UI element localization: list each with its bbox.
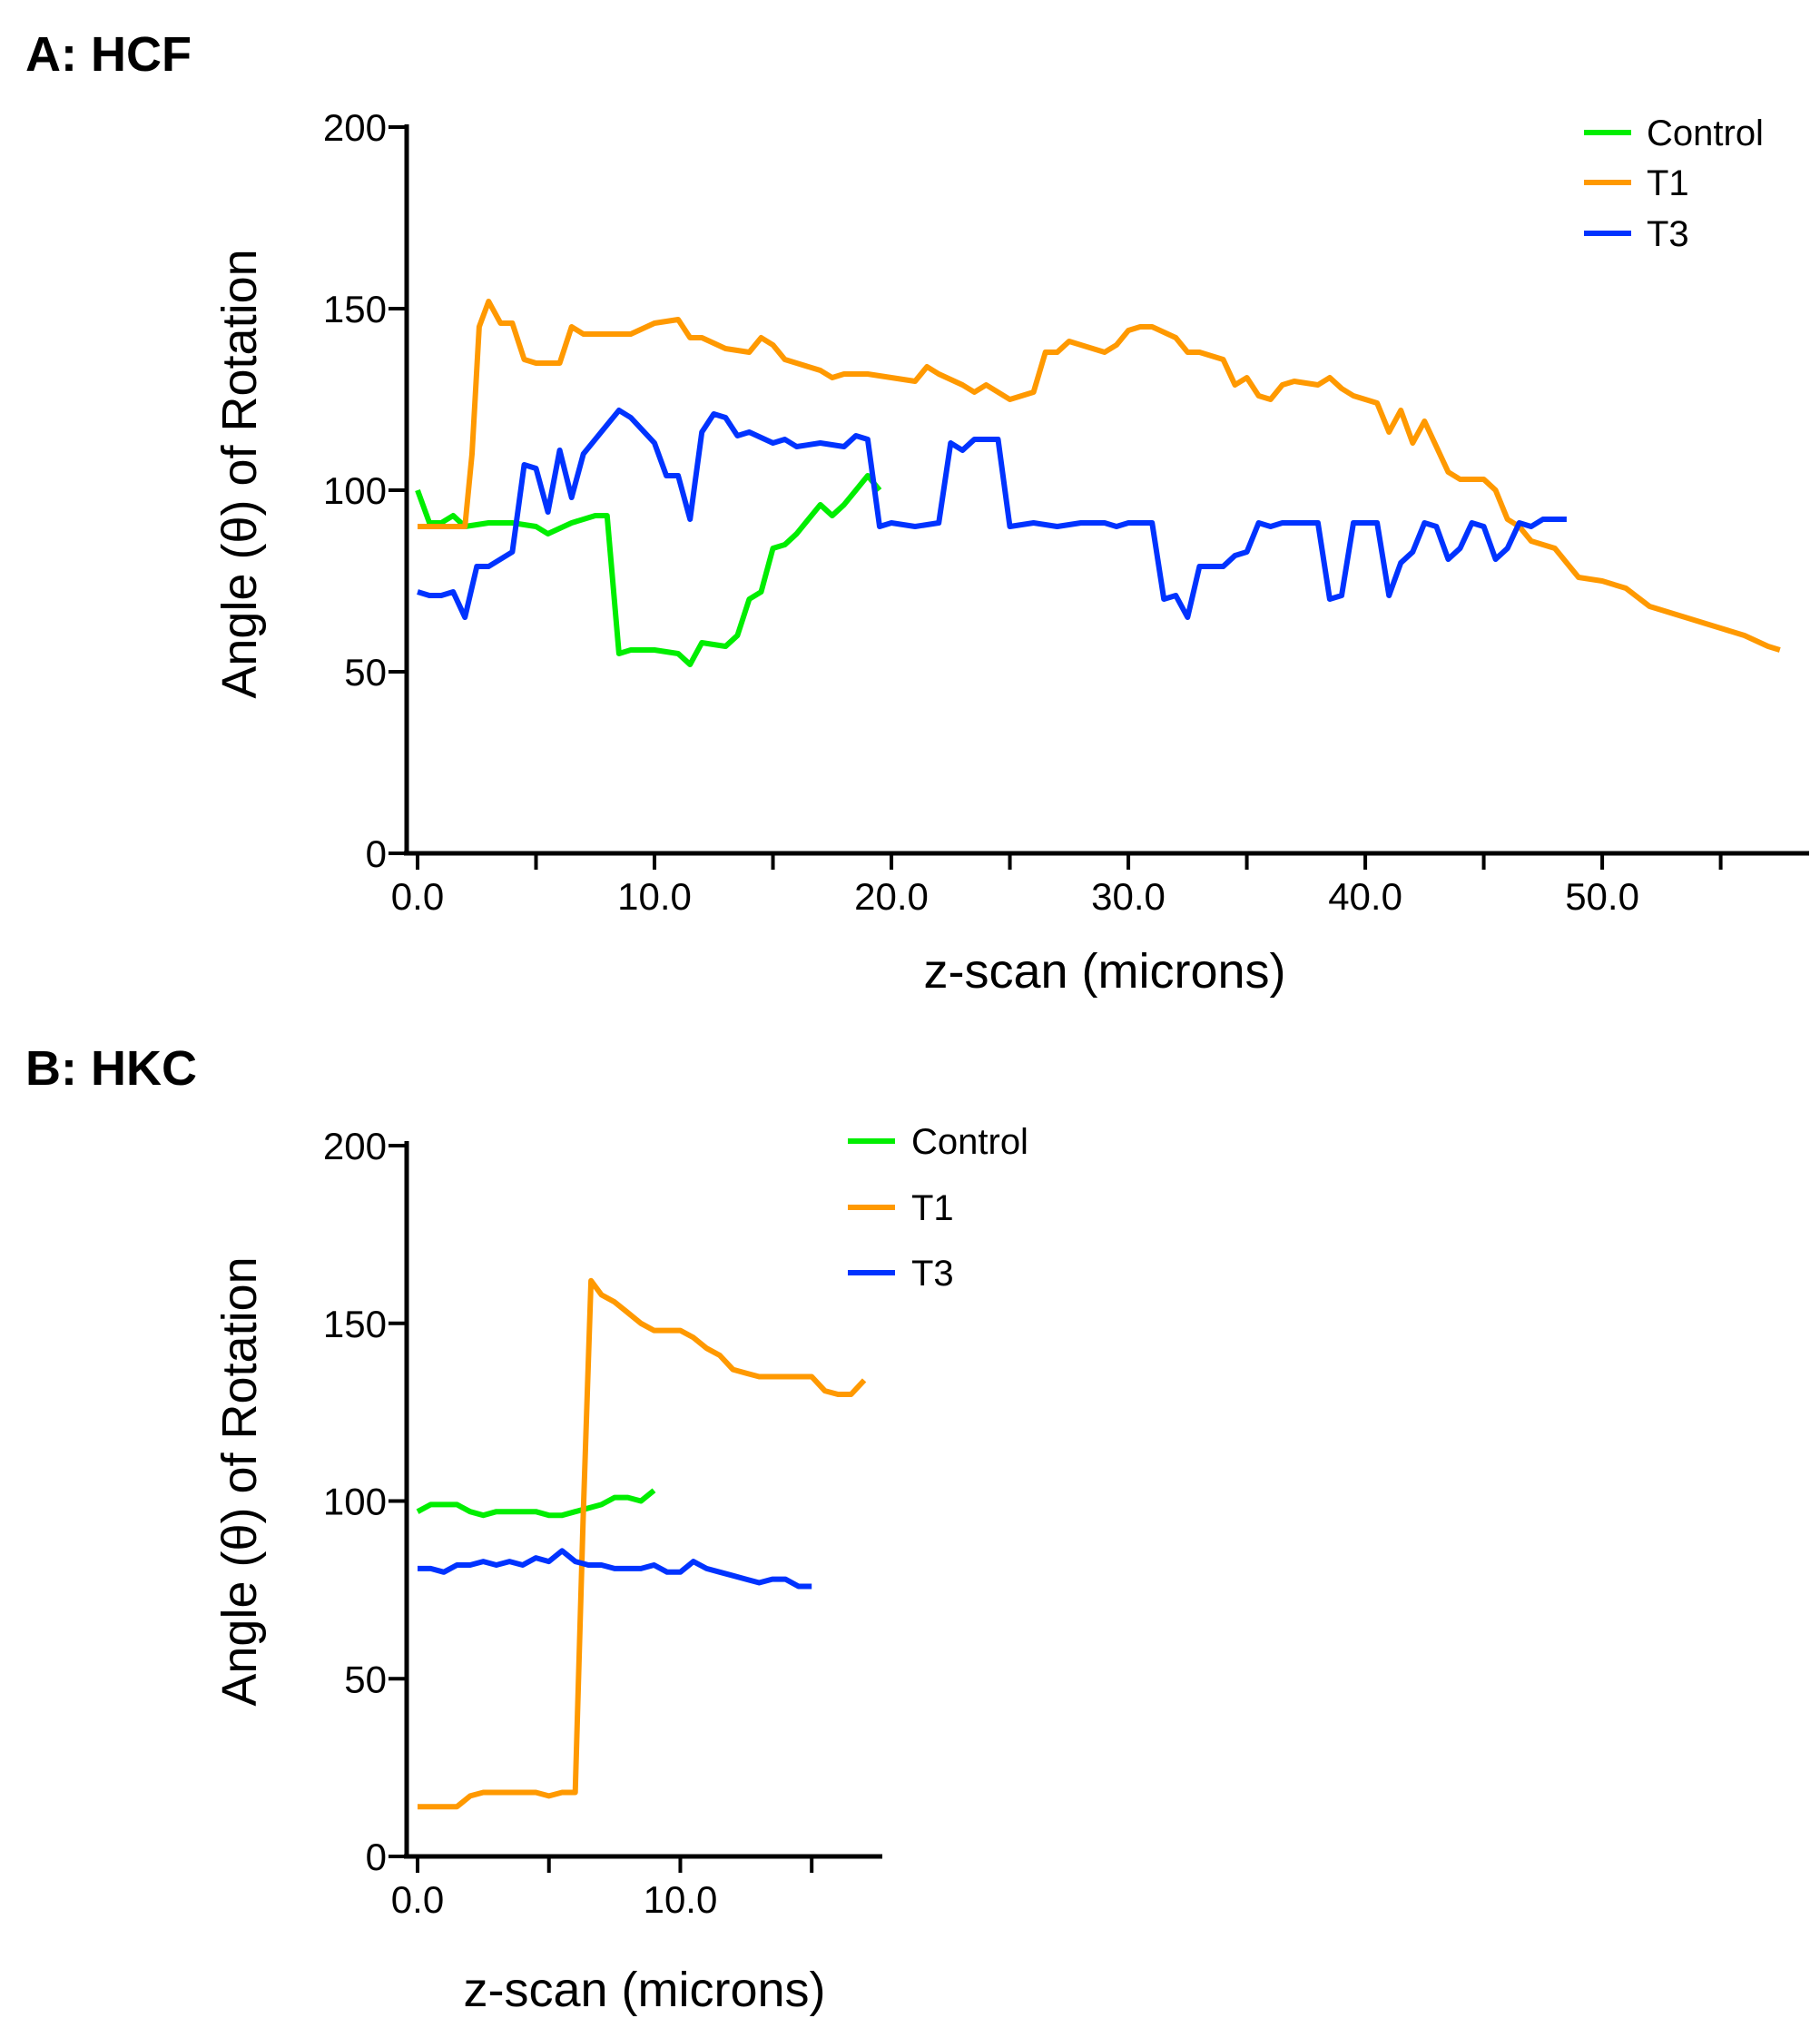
- panel-a-series-group: [415, 299, 1781, 667]
- panel-a-series-t1-line: [418, 299, 1781, 653]
- panel-b-y-tick-label: 200: [323, 1125, 387, 1167]
- panel-b-y-tick-label: 50: [344, 1658, 387, 1700]
- panel-a-x-tick-label: 10.0: [617, 875, 692, 918]
- panel-b-series-t1-line: [418, 1277, 867, 1810]
- panel-b-series-group: [416, 1277, 867, 1810]
- panel-b-y-tick-label: 150: [323, 1303, 387, 1345]
- panel-a-y-tick-label: 100: [323, 469, 387, 512]
- panel-b-x-tick-label: 0.0: [391, 1878, 444, 1921]
- panel-b-y-axis-title: Angle (θ) of Rotation: [212, 1256, 267, 1706]
- panel-a-series-t3-line: [417, 408, 1567, 620]
- panel-a-x-ticks: 0.0 10.0 20.0 30.0 40.0 50.0: [391, 853, 1723, 918]
- panel-a-x-tick-label: 30.0: [1091, 875, 1166, 918]
- panel-a-y-axis-title: Angle (θ) of Rotation: [212, 249, 267, 698]
- panel-a-x-tick-label: 50.0: [1565, 875, 1639, 918]
- panel-a-legend-label-t1: T1: [1647, 163, 1689, 203]
- panel-b-label: B: HKC: [25, 1041, 197, 1096]
- panel-b-series-t3-line: [418, 1548, 812, 1590]
- panel-b-chart: B: HKC Angle (θ) of Rotation z-scan (mic…: [25, 1041, 1028, 2017]
- panel-a-x-tick-label: 40.0: [1328, 875, 1402, 918]
- panel-b-legend: Control T1 T3: [848, 1122, 1028, 1294]
- panel-a-legend-label-t3: T3: [1647, 214, 1689, 254]
- panel-a-y-ticks: 0 50 100 150 200: [323, 106, 407, 875]
- panel-a-x-tick-label: 0.0: [391, 875, 444, 918]
- panel-a-x-tick-label: 20.0: [854, 875, 929, 918]
- panel-a-y-tick-label: 200: [323, 106, 387, 149]
- panel-a-y-tick-label: 150: [323, 288, 387, 330]
- panel-a-y-tick-label: 0: [366, 832, 387, 875]
- panel-b-x-axis-title: z-scan (microns): [463, 1963, 825, 2017]
- panel-b-legend-label-t3: T3: [911, 1254, 954, 1294]
- panel-b-y-tick-label: 0: [366, 1836, 387, 1878]
- panel-a-label: A: HCF: [25, 27, 192, 82]
- panel-a-x-axis-title: z-scan (microns): [923, 944, 1285, 999]
- panel-b-legend-label-control: Control: [911, 1122, 1028, 1162]
- panel-b-series-control-line: [416, 1488, 656, 1519]
- panel-a-series-control-line: [415, 473, 882, 667]
- panel-b-y-tick-label: 100: [323, 1481, 387, 1523]
- panel-b-y-ticks: 0 50 100 150 200: [323, 1125, 407, 1878]
- panel-b-x-tick-label: 10.0: [644, 1878, 718, 1921]
- panel-b-x-ticks: 0.0 10.0: [391, 1856, 814, 1921]
- panel-a-chart: A: HCF Angle (θ) of Rotation z-scan (mic…: [25, 27, 1809, 999]
- panel-a-y-tick-label: 50: [344, 651, 387, 694]
- panel-a-legend: Control T1 T3: [1584, 113, 1764, 254]
- panel-a-legend-label-control: Control: [1647, 113, 1764, 153]
- panel-b-legend-label-t1: T1: [911, 1188, 954, 1228]
